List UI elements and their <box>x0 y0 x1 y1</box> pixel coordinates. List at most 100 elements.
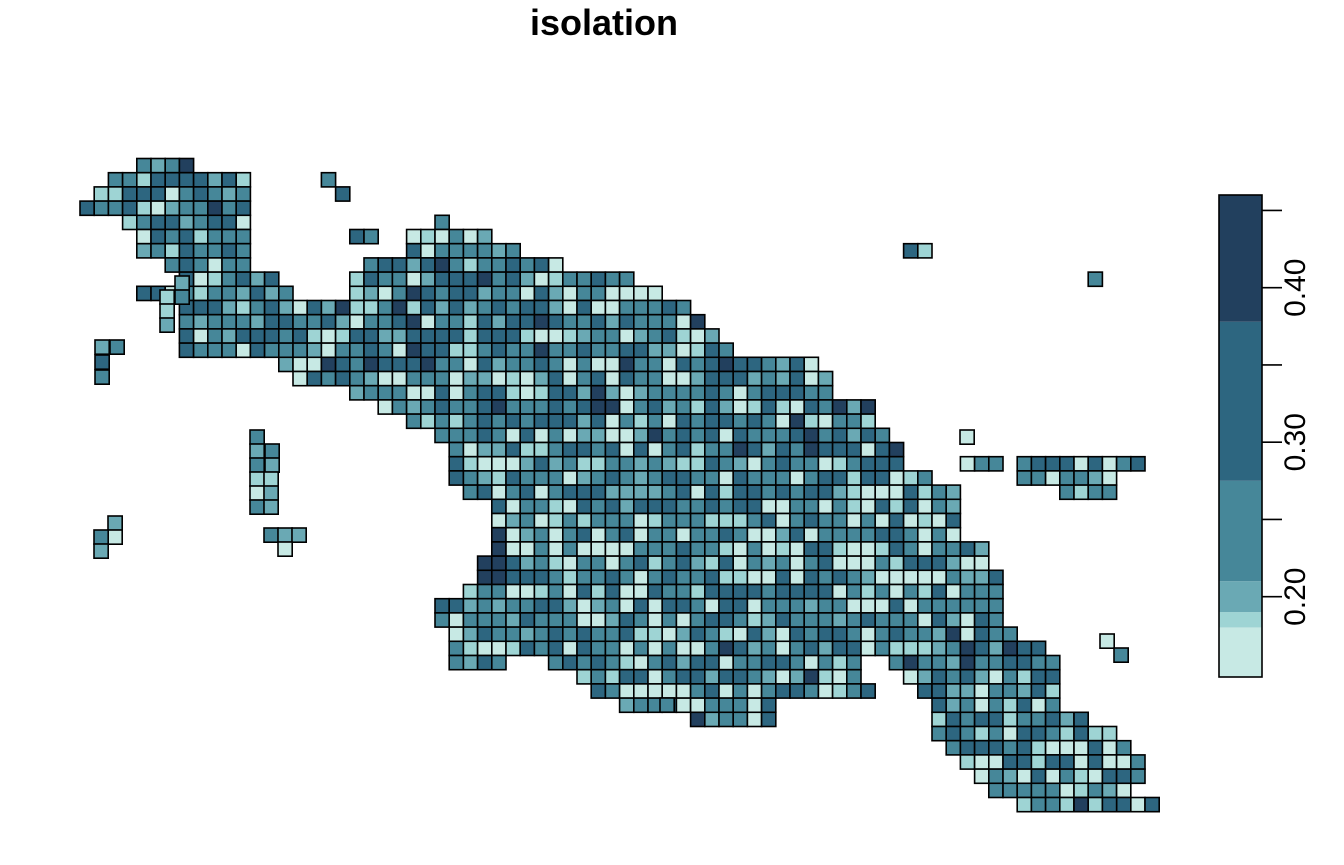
grid-cell <box>817 384 834 401</box>
grid-cell <box>1016 683 1033 699</box>
grid-cell <box>945 526 962 543</box>
grid-cell <box>221 342 237 359</box>
legend-color-bin <box>1219 321 1262 481</box>
grid-cell <box>292 313 308 330</box>
grid-cell <box>576 455 592 472</box>
grid-cell <box>774 612 791 628</box>
grid-cell <box>874 569 891 586</box>
grid-cell <box>306 370 323 387</box>
grid-cell <box>533 484 550 501</box>
grid-cell <box>263 299 280 316</box>
grid-cell <box>803 427 820 444</box>
grid-cell <box>1030 455 1047 472</box>
color-legend: 0.20 0.30 0.40 <box>1218 194 1312 678</box>
grid-cell <box>661 626 678 643</box>
grid-cell <box>533 612 550 628</box>
grid-cell <box>647 654 663 671</box>
grid-cell <box>192 200 209 217</box>
grid-cell <box>803 413 820 430</box>
grid-cell <box>462 441 479 458</box>
grid-cell <box>689 583 706 600</box>
grid-cell <box>590 299 607 316</box>
grid-cell <box>178 328 195 344</box>
grid-cell <box>207 271 223 288</box>
grid-cell <box>419 242 436 259</box>
grid-cell <box>632 612 649 628</box>
grid-cell <box>490 328 507 344</box>
grid-cell <box>703 342 720 359</box>
grid-cell <box>718 541 734 557</box>
grid-cell <box>874 626 891 643</box>
grid-cell <box>803 399 820 415</box>
grid-cell <box>618 683 635 699</box>
grid-cell <box>207 200 223 217</box>
map-title: isolation <box>529 2 678 43</box>
grid-cell <box>519 370 536 387</box>
grid-cell <box>221 228 237 245</box>
grid-cell <box>632 668 649 685</box>
grid-cell <box>434 356 450 373</box>
grid-cell <box>434 299 450 316</box>
grid-cell <box>675 555 692 572</box>
grid-cell <box>703 512 720 529</box>
grid-cell <box>150 157 166 174</box>
grid-cell <box>632 512 649 529</box>
grid-cell <box>1101 725 1118 742</box>
grid-cell <box>732 626 749 643</box>
grid-cell <box>632 356 649 373</box>
grid-cell <box>576 597 592 614</box>
grid-cell <box>277 541 293 557</box>
grid-cell <box>661 512 678 529</box>
grid-cell <box>916 626 933 643</box>
grid-cell <box>888 583 905 600</box>
grid-cell <box>746 455 763 472</box>
grid-cell <box>959 455 976 472</box>
grid-cell <box>718 470 734 486</box>
grid-cell <box>547 313 564 330</box>
grid-cell <box>931 626 947 643</box>
grid-cell <box>576 384 592 401</box>
grid-cell <box>789 470 805 486</box>
grid-cell <box>164 171 181 188</box>
grid-cell <box>192 214 209 231</box>
grid-cell <box>732 668 749 685</box>
grid-cell <box>490 356 507 373</box>
grid-cell <box>476 640 493 657</box>
grid-cell <box>533 441 550 458</box>
grid-cell <box>931 498 947 515</box>
grid-cell <box>1099 633 1115 649</box>
grid-cell <box>916 597 933 614</box>
grid-cell <box>817 597 834 614</box>
grid-cell <box>689 384 706 401</box>
grid-cell <box>1044 768 1061 785</box>
grid-cell <box>661 413 678 430</box>
grid-cell <box>703 441 720 458</box>
grid-cell <box>1059 470 1075 486</box>
grid-cell <box>1059 782 1075 799</box>
grid-cell <box>774 384 791 401</box>
grid-cell <box>604 427 621 444</box>
grid-cell <box>109 339 125 355</box>
grid-cell <box>647 399 663 415</box>
grid-cell <box>860 498 876 515</box>
grid-cell <box>490 654 507 671</box>
grid-cell <box>561 640 578 657</box>
grid-cell <box>1044 455 1061 472</box>
grid-cell <box>235 257 252 273</box>
grid-cell <box>874 484 891 501</box>
grid-cell <box>845 555 862 572</box>
grid-cell <box>505 242 521 259</box>
grid-cell <box>959 711 976 728</box>
grid-cell <box>547 583 564 600</box>
grid-cell <box>661 640 678 657</box>
grid-cell <box>434 612 450 628</box>
grid-cell <box>732 413 749 430</box>
grid-cell <box>931 555 947 572</box>
grid-cell <box>490 370 507 387</box>
grid-cell <box>845 455 862 472</box>
grid-cell <box>860 441 876 458</box>
grid-cell <box>718 640 734 657</box>
grid-cell <box>533 413 550 430</box>
grid-cell <box>647 541 663 557</box>
grid-cell <box>973 597 990 614</box>
